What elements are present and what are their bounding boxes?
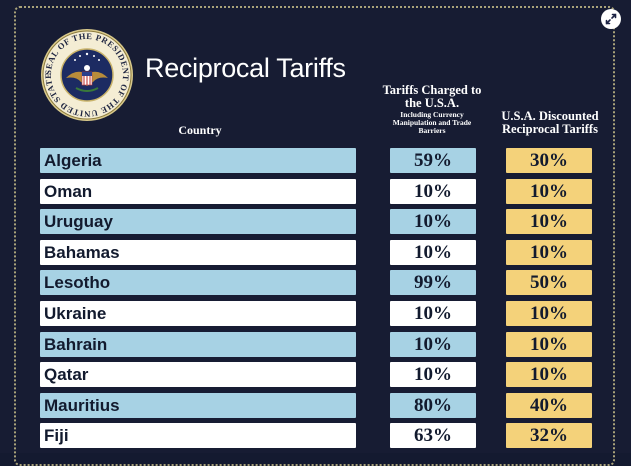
discounted-tariff-cell: 40% <box>506 393 592 418</box>
charged-tariff-cell: 10% <box>390 240 476 265</box>
country-cell: Algeria <box>40 148 356 173</box>
column-header-charged-subtitle: Including Currency Manipulation and Trad… <box>392 110 472 136</box>
discounted-tariff-cell: 10% <box>506 209 592 234</box>
discounted-tariff-cell: 10% <box>506 362 592 387</box>
discounted-tariff-cell: 10% <box>506 179 592 204</box>
country-cell: Qatar <box>40 362 356 387</box>
expand-icon <box>605 13 617 25</box>
charged-tariff-cell: 63% <box>390 423 476 448</box>
charged-tariff-cell: 10% <box>390 301 476 326</box>
column-header-charged-title: Tariffs Charged to the U.S.A. <box>382 83 482 111</box>
charged-tariff-cell: 10% <box>390 179 476 204</box>
country-cell: Ukraine <box>40 301 356 326</box>
charged-tariff-cell: 80% <box>390 393 476 418</box>
country-cell: Oman <box>40 179 356 204</box>
charged-tariff-cell: 10% <box>390 209 476 234</box>
country-cell: Fiji <box>40 423 356 448</box>
presidential-seal: SEAL OF THE PRESIDENT OF THE UNITED STAT… <box>40 28 133 121</box>
charged-tariff-cell: 10% <box>390 362 476 387</box>
charged-tariff-cell: 99% <box>390 270 476 295</box>
page-title: Reciprocal Tariffs <box>145 53 346 83</box>
discounted-tariff-cell: 30% <box>506 148 592 173</box>
discounted-tariff-cell: 50% <box>506 270 592 295</box>
expand-button[interactable] <box>601 9 621 29</box>
discounted-tariff-cell: 32% <box>506 423 592 448</box>
discounted-tariff-cell: 10% <box>506 240 592 265</box>
column-header-charged: Tariffs Charged to the U.S.A. Including … <box>380 83 484 136</box>
discounted-tariff-cell: 10% <box>506 301 592 326</box>
tariff-board: SEAL OF THE PRESIDENT OF THE UNITED STAT… <box>14 6 621 466</box>
charged-tariff-cell: 10% <box>390 332 476 357</box>
charged-tariff-cell: 59% <box>390 148 476 173</box>
column-header-country: Country <box>178 123 222 137</box>
country-cell: Bahrain <box>40 332 356 357</box>
country-cell: Uruguay <box>40 209 356 234</box>
discounted-tariff-cell: 10% <box>506 332 592 357</box>
country-cell: Bahamas <box>40 240 356 265</box>
column-header-discount: U.S.A. Discounted Reciprocal Tariffs <box>501 109 599 137</box>
country-cell: Mauritius <box>40 393 356 418</box>
country-cell: Lesotho <box>40 270 356 295</box>
